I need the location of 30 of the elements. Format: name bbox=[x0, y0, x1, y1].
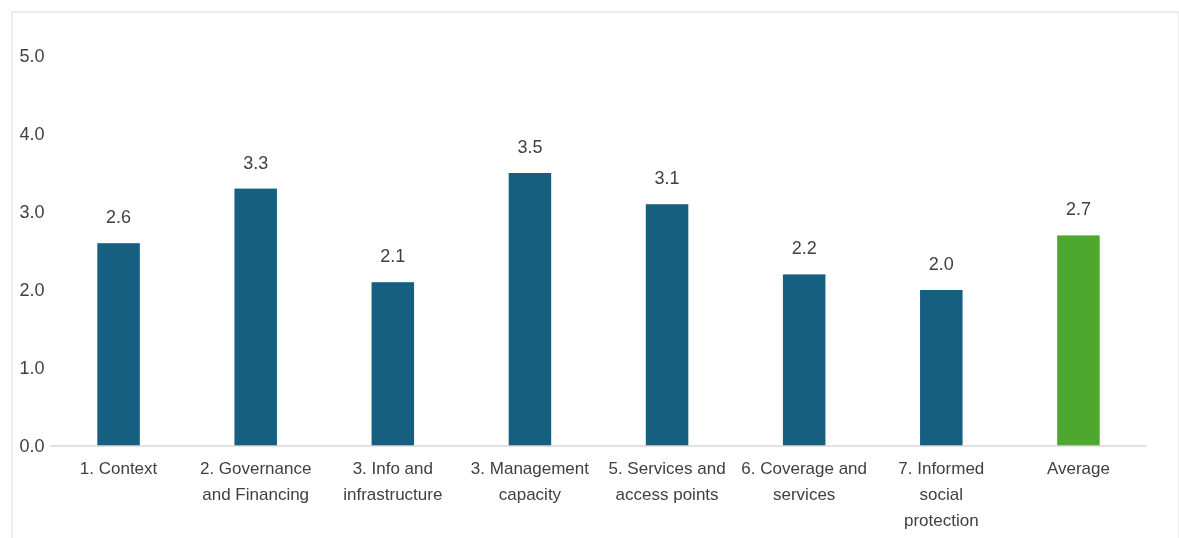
data-label: 2.6 bbox=[106, 207, 132, 228]
x-tick-label: 3. Management capacity bbox=[470, 459, 590, 504]
y-tick-label: 2.0 bbox=[19, 280, 45, 301]
bar bbox=[920, 290, 963, 446]
bar bbox=[1057, 235, 1100, 446]
bar bbox=[782, 274, 826, 446]
data-label: 2.7 bbox=[1065, 199, 1091, 220]
y-tick-label: 4.0 bbox=[19, 124, 45, 145]
x-tick-label: 3. Info and infrastructure bbox=[343, 459, 443, 504]
bar bbox=[371, 282, 415, 446]
y-tick-label: 0.0 bbox=[19, 436, 45, 457]
x-tick-label: 1. Context bbox=[79, 459, 158, 478]
x-tick-label: 2. Governance and Financing bbox=[199, 459, 312, 504]
data-label: 3.5 bbox=[517, 137, 543, 157]
bar bbox=[234, 188, 277, 446]
x-tick-label: 6. Coverage and services bbox=[741, 459, 868, 504]
y-tick-label: 5.0 bbox=[19, 46, 45, 67]
data-label: 2.2 bbox=[791, 238, 817, 259]
x-tick-label: 5. Services and access points bbox=[608, 459, 726, 504]
y-tick-label: 1.0 bbox=[19, 358, 45, 379]
x-tick-label: Average bbox=[1046, 459, 1110, 478]
data-label: 3.3 bbox=[243, 152, 269, 173]
data-label: 2.0 bbox=[928, 254, 954, 274]
bar bbox=[645, 204, 689, 446]
bar bbox=[97, 243, 140, 446]
bar bbox=[508, 173, 552, 446]
x-tick-label: 7. Informed social protection bbox=[898, 459, 985, 530]
data-label: 2.1 bbox=[380, 246, 406, 267]
data-label: 3.1 bbox=[654, 168, 680, 189]
y-tick-label: 3.0 bbox=[19, 202, 45, 223]
